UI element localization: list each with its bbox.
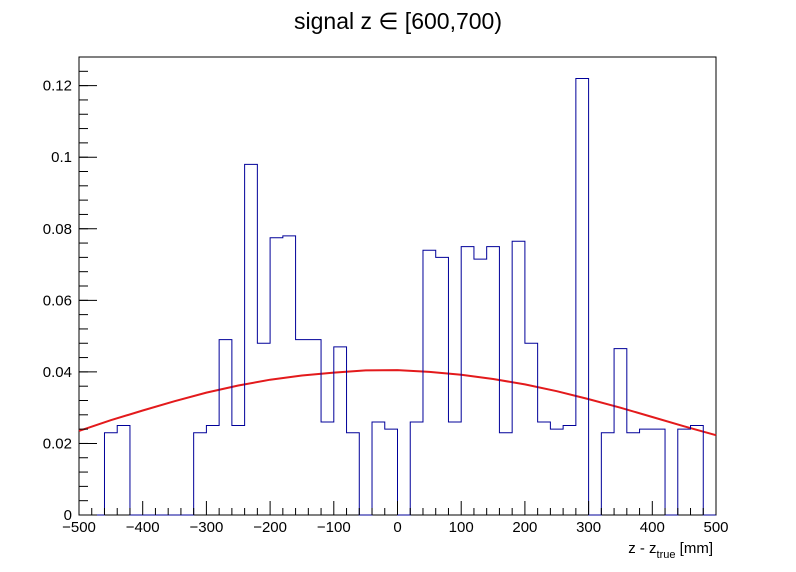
histogram-bin [372, 422, 385, 515]
histogram-bin [436, 257, 449, 515]
histogram-bin [461, 247, 474, 515]
histogram-bin [270, 238, 283, 515]
x-tick-label: −300 [190, 519, 224, 536]
histogram-bin [691, 426, 704, 515]
x-tick-label: −200 [253, 519, 287, 536]
histogram-bin [474, 259, 487, 515]
x-axis-label-sub: true [657, 549, 676, 561]
x-tick-label: −400 [126, 519, 160, 536]
histogram-bin [601, 433, 614, 515]
histogram-bin [538, 422, 551, 515]
axis-layer: −500 −400 −300 −200 −100 0 100 200 300 400 500 0 0.0… [43, 56, 729, 536]
x-axis-label-unit: [mm] [676, 540, 714, 557]
y-tick-label: 0.02 [43, 435, 72, 452]
histogram-bin [678, 429, 691, 515]
histogram-bin [627, 433, 640, 515]
x-axis-label-main: z - z [628, 540, 656, 557]
chart-title: signal z ∈ [600,700) [294, 8, 502, 34]
y-tick-label: 0.1 [51, 149, 72, 166]
histogram-bin [219, 340, 232, 515]
x-tick-label: 200 [512, 519, 537, 536]
x-tick-label: 100 [449, 519, 474, 536]
y-tick-label: 0.06 [43, 292, 72, 309]
histogram-bin [563, 426, 576, 515]
histogram-bin [206, 426, 219, 515]
x-axis-label: z - ztrue [mm] [628, 540, 713, 561]
histogram-bin [410, 422, 423, 515]
y-tick-label: 0.04 [43, 364, 72, 381]
histogram-bin [194, 433, 207, 515]
histogram-bin [423, 250, 436, 515]
y-tick-label: 0.12 [43, 78, 72, 95]
histogram-bin [321, 422, 334, 515]
x-tick-label: −500 [62, 519, 96, 536]
x-tick-label: 300 [576, 519, 601, 536]
histogram-bin [296, 340, 309, 515]
x-tick-label: −100 [317, 519, 351, 536]
histogram-bin [245, 164, 258, 515]
histogram-bin [347, 433, 360, 515]
histogram-bin [308, 340, 321, 515]
histogram-bin [385, 429, 398, 515]
y-tick-label: 0.08 [43, 221, 72, 238]
fit-curve [78, 369, 717, 437]
histogram-bin [614, 349, 627, 515]
x-tick-label: 400 [640, 519, 665, 536]
histogram-bin [104, 433, 117, 515]
y-tick-label: 0 [64, 507, 72, 524]
histogram-bin [448, 422, 461, 515]
histogram-bin [232, 426, 245, 515]
histogram-bin [487, 247, 500, 515]
series-layer [78, 77, 717, 516]
histogram-bin [257, 343, 270, 515]
x-tick-label: 500 [703, 519, 728, 536]
histogram-outline [79, 77, 716, 516]
histogram-bin [499, 433, 512, 515]
histogram-bin [652, 429, 665, 515]
histogram-bin [640, 429, 653, 515]
histogram-bin [512, 241, 525, 515]
histogram-bin [576, 78, 589, 515]
x-tick-label: 0 [393, 519, 401, 536]
histogram-bin [117, 426, 130, 515]
histogram-bin [283, 236, 296, 515]
histogram-bin [550, 429, 563, 515]
histogram-bin [525, 343, 538, 515]
